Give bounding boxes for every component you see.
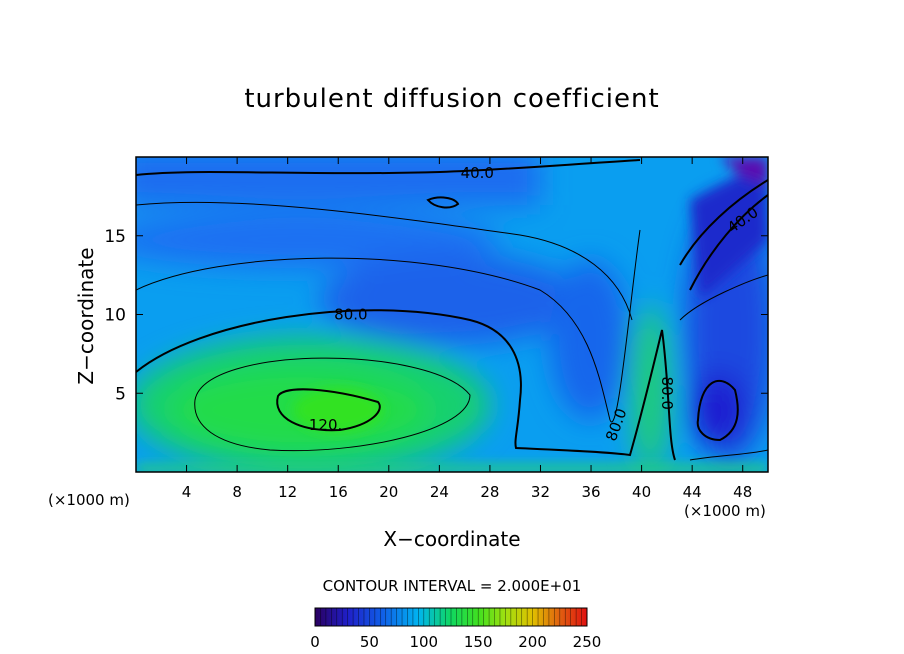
colorbar-tick-label: 200 bbox=[518, 633, 547, 651]
colorbar-stripes bbox=[320, 608, 582, 626]
colorbar-tick-label: 0 bbox=[310, 633, 320, 651]
contour-line-80-main bbox=[136, 309, 676, 461]
x-tick-label: 44 bbox=[683, 483, 702, 501]
x-tick-label: 36 bbox=[581, 483, 600, 501]
contour-line-20-top bbox=[426, 196, 460, 209]
chart-title: turbulent diffusion coefficient bbox=[244, 84, 660, 114]
x-tick-label: 28 bbox=[480, 483, 499, 501]
contour-label: 120. bbox=[309, 416, 342, 434]
y-axis-label: Z−coordinate bbox=[74, 247, 98, 385]
x-tick-label: 8 bbox=[232, 483, 242, 501]
contour-line-30 bbox=[136, 201, 633, 321]
y-axis: 5 10 15 bbox=[104, 227, 768, 404]
colorbar-tick-label: 150 bbox=[464, 633, 493, 651]
colorbar: 0 50 100 150 200 250 bbox=[310, 607, 601, 651]
x-tick-label: 20 bbox=[379, 483, 398, 501]
y-tick-label: 5 bbox=[115, 384, 126, 404]
contour-line-60 bbox=[136, 229, 641, 423]
x-tick-label: 4 bbox=[182, 483, 192, 501]
contour-line-20 bbox=[696, 379, 739, 442]
y-tick-label: 15 bbox=[104, 227, 126, 247]
x-tick-label: 32 bbox=[531, 483, 550, 501]
contour-label: 80.0 bbox=[658, 377, 676, 410]
x-tick-label: 24 bbox=[430, 483, 449, 501]
x-tick-label: 40 bbox=[632, 483, 651, 501]
x-axis: 4 8 12 16 20 24 28 32 36 40 44 48 bbox=[182, 157, 752, 501]
contour-line-60-right bbox=[679, 274, 768, 321]
colorbar-tick-label: 100 bbox=[409, 633, 438, 651]
contour-field bbox=[136, 157, 768, 472]
contour-line-80-right bbox=[689, 449, 768, 461]
contour-label: 80.0 bbox=[334, 306, 367, 324]
x-tick-label: 16 bbox=[329, 483, 348, 501]
contour-interval-label: CONTOUR INTERVAL = 2.000E+01 bbox=[322, 577, 582, 595]
colorbar-tick-label: 250 bbox=[573, 633, 602, 651]
x-units-right: (×1000 m) bbox=[684, 502, 766, 520]
contour-line-40-top bbox=[136, 159, 641, 176]
x-tick-label: 12 bbox=[278, 483, 297, 501]
colorbar-ticks: 0 50 100 150 200 250 bbox=[310, 633, 601, 651]
contour-line-120 bbox=[276, 388, 381, 432]
contour-label: 40.0 bbox=[461, 164, 494, 182]
x-tick-label: 48 bbox=[733, 483, 752, 501]
x-units-left: (×1000 m) bbox=[48, 491, 130, 509]
contour-line-40-right-2 bbox=[679, 179, 768, 266]
contour-lines bbox=[136, 159, 768, 461]
contour-line-100 bbox=[194, 357, 471, 452]
y-tick-label: 10 bbox=[104, 306, 126, 326]
colorbar-tick-label: 50 bbox=[360, 633, 379, 651]
x-axis-label: X−coordinate bbox=[383, 527, 521, 551]
contour-line-40-right bbox=[689, 194, 768, 291]
